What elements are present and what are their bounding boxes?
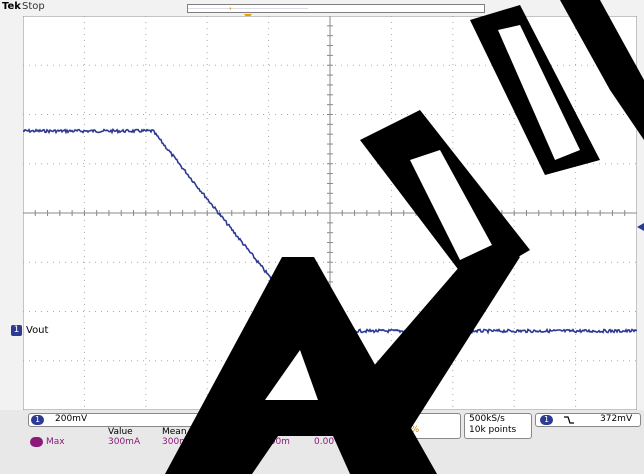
col-max: Max [264,427,283,437]
channel-scale: 200mV [55,414,88,424]
record-view-window [188,7,308,10]
measurement-std-dev: 0.00 [314,437,335,447]
record-overview[interactable] [187,4,485,13]
trigger-level-arrow-icon[interactable] [637,223,644,231]
channel-1-chip: 1 [31,415,44,425]
acquisition-readout[interactable]: 500kS/s 10k points [464,413,532,439]
trigger-position-marker: u [372,425,378,435]
trigger-source-chip: 1 [540,415,553,425]
trigger-readout[interactable]: 1 372mV [535,413,641,427]
measurement-slot-chip: 3 [30,437,43,447]
channel-1-marker[interactable]: 1 [11,325,22,336]
channel-1-label: Vout [26,325,49,336]
brand-logo: Tek [2,1,21,12]
col-mean: Mean [162,427,187,437]
col-value: Value [108,427,133,437]
measurement-mean: 300m [162,437,188,447]
time-per-division: 2.00ms [372,414,406,424]
waveform-graticule[interactable] [23,16,637,410]
trigger-position: 36.40 % [382,425,420,435]
timebase-readout[interactable]: 2.00ms u 36.40 % [367,413,461,439]
channel-scale-readout[interactable]: 1 200mV [28,413,366,427]
col-min: Min [213,427,229,437]
measurement-type: Max [46,437,65,447]
measurement-value: 300mA [108,437,141,447]
acquisition-state: Stop [22,1,45,12]
record-length: 10k points [469,425,517,435]
sample-rate: 500kS/s [469,414,505,424]
measurement-max: 300m [264,437,290,447]
measurement-min: 300m [213,437,239,447]
col-std-dev: Std Dev [314,427,350,437]
trigger-level: 372mV [600,414,633,424]
falling-edge-icon [564,416,574,424]
status-bar: Tek Stop [0,0,644,16]
